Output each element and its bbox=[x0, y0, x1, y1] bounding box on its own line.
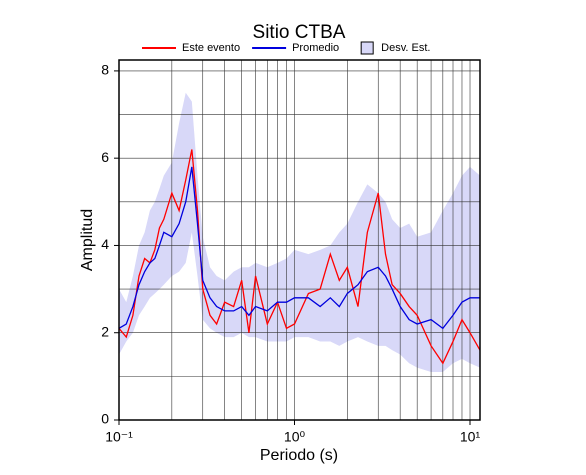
std-band bbox=[119, 92, 480, 373]
y-axis-label: Amplitud bbox=[79, 209, 96, 271]
legend-label: Promedio bbox=[292, 42, 339, 54]
plot-frame bbox=[118, 59, 481, 421]
legend-label: Desv. Est. bbox=[381, 42, 430, 54]
series-line bbox=[118, 149, 481, 365]
x-tick-label: 10¹ bbox=[460, 429, 481, 445]
legend-swatch bbox=[360, 41, 374, 55]
x-tick-label: 10⁻¹ bbox=[105, 429, 133, 445]
y-tick-label: 0 bbox=[101, 411, 109, 427]
y-tick-label: 4 bbox=[101, 236, 109, 252]
x-axis-label: Periodo (s) bbox=[260, 447, 338, 464]
series-line bbox=[118, 166, 480, 330]
y-tick-label: 6 bbox=[101, 149, 109, 165]
y-tick-label: 8 bbox=[101, 62, 109, 78]
legend-label: Este evento bbox=[182, 42, 240, 54]
y-tick-label: 2 bbox=[101, 323, 109, 339]
x-tick-label: 10⁰ bbox=[284, 429, 306, 445]
chart-title: Sitio CTBA bbox=[253, 22, 346, 43]
